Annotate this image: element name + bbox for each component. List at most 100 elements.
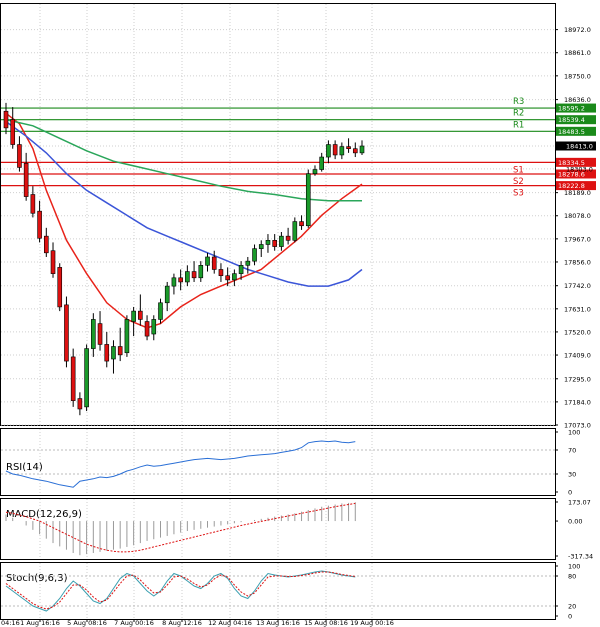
candle-body-18 (124, 319, 130, 354)
support-resistance-levels: R3 18595.2 R2 18539.4 R1 18483.5 S1 18334.5 S2 18… (1, 97, 596, 199)
indicator-panel-0: RSI(14) 100 70 30 0 (1, 429, 580, 497)
candle-48 (326, 140, 331, 164)
candle-body-30 (205, 256, 210, 266)
candle-20 (138, 294, 143, 326)
candle-body-12 (84, 348, 89, 408)
level-name-s2: S2 (513, 177, 524, 187)
candle-body-24 (164, 285, 170, 304)
current-price-tag (556, 141, 596, 151)
time-tick-label-partial: 04:16 (1, 619, 20, 627)
candles (3, 102, 365, 416)
candle-body-23 (158, 302, 163, 320)
candle-22 (151, 315, 157, 341)
candle-body-8 (57, 267, 63, 308)
indicator-line-0-0 (5, 440, 356, 488)
time-tick-label-1: 5 Aug 08:16 (67, 619, 107, 627)
level-name-r1: R1 (513, 120, 524, 130)
candle-25 (171, 273, 177, 295)
price-axis: 18972.0 18861.0 18750.0 18636.0 18189.0 18078… (555, 26, 596, 430)
candle-body-48 (326, 144, 331, 158)
candle-body-6 (44, 235, 49, 254)
price-tick-label-13: 17184.0 (564, 398, 591, 406)
candle-15 (104, 331, 110, 368)
candle-36 (245, 256, 251, 274)
candle-body-45 (305, 173, 311, 227)
candle-38 (258, 240, 264, 257)
candle-13 (91, 313, 96, 357)
candle-body-47 (319, 156, 324, 170)
candle-body-42 (285, 235, 291, 241)
indicator-title-1: MACD(12,26,9) (6, 509, 82, 520)
candle-40 (272, 234, 277, 251)
candle-body-0 (3, 110, 9, 129)
candle-26 (178, 269, 183, 291)
candle-31 (211, 250, 217, 274)
indicator-tick-label-0-1: 70 (568, 447, 576, 455)
candle-2 (17, 136, 22, 172)
indicator-panel-1: MACD(12,26,9) 173.07 0.00 -317.34 (5, 499, 593, 561)
indicator-panel-2: Stoch(9,6,3) 100 80 20 0 (1, 563, 580, 621)
level-tag-r1 (556, 126, 596, 136)
candle-body-41 (279, 235, 284, 247)
candle-body-19 (131, 310, 136, 322)
candle-body-34 (232, 273, 237, 281)
level-name-s3: S3 (513, 189, 524, 199)
time-tick-label-3: 8 Aug 12:16 (162, 619, 202, 627)
candle-14 (97, 311, 103, 351)
indicator-title-2: Stoch(9,6,3) (6, 573, 68, 584)
candle-0 (3, 102, 9, 135)
candle-body-46 (312, 169, 318, 174)
candle-body-27 (185, 271, 190, 283)
price-tick-label-1: 18861.0 (564, 49, 591, 57)
candle-3 (23, 152, 29, 201)
time-tick-label-0: 1 Aug 16:16 (20, 619, 60, 627)
price-tick-label-4: 18189.0 (564, 189, 591, 197)
candle-32 (218, 263, 224, 282)
candle-body-49 (332, 144, 338, 156)
moving-averages (5, 112, 363, 329)
candle-23 (158, 298, 163, 324)
time-tick-label-5: 13 Aug 16:16 (256, 619, 300, 627)
price-tick-label-12: 17295.0 (564, 375, 591, 383)
candle-51 (346, 138, 351, 153)
candle-33 (225, 267, 230, 287)
candle-body-3 (23, 162, 29, 197)
candle-body-28 (191, 271, 197, 279)
candle-28 (191, 261, 197, 282)
candle-body-15 (104, 344, 110, 362)
candle-4 (30, 186, 36, 218)
candle-body-43 (292, 221, 298, 241)
candle-body-52 (352, 148, 358, 154)
candle-18 (124, 315, 130, 357)
candle-body-21 (144, 321, 150, 337)
candle-42 (285, 227, 291, 245)
price-tick-label-hidden-18303: 18303.0 (566, 165, 593, 173)
candle-49 (332, 140, 338, 160)
candle-body-44 (299, 221, 304, 227)
candle-body-16 (111, 346, 116, 360)
candle-body-50 (339, 146, 345, 156)
candle-body-26 (178, 277, 183, 283)
candle-body-7 (50, 250, 56, 274)
indicator-tick-label-2-2: 20 (568, 603, 576, 611)
price-tick-label-5: 18078.0 (564, 212, 591, 220)
candle-body-53 (359, 145, 365, 154)
candle-body-22 (151, 319, 157, 335)
candle-10 (70, 348, 76, 407)
candle-41 (279, 231, 284, 251)
level-value-r2: 18539.4 (558, 116, 585, 124)
time-tick-label-4: 12 Aug 04:16 (208, 619, 252, 627)
indicator-tick-label-1-2: -317.34 (568, 553, 593, 561)
level-value-s1: 18334.5 (558, 159, 585, 167)
indicator-tick-label-0-2: 30 (568, 471, 576, 479)
candle-50 (339, 142, 345, 160)
candle-47 (319, 152, 324, 172)
candle-body-1 (10, 119, 16, 145)
indicator-line-2-1 (5, 571, 356, 610)
candle-body-36 (245, 260, 251, 266)
candle-43 (292, 217, 298, 243)
price-tick-label-14: 17073.0 (564, 422, 591, 430)
candle-body-32 (218, 269, 224, 277)
price-tick-label-9: 17631.0 (564, 305, 591, 313)
